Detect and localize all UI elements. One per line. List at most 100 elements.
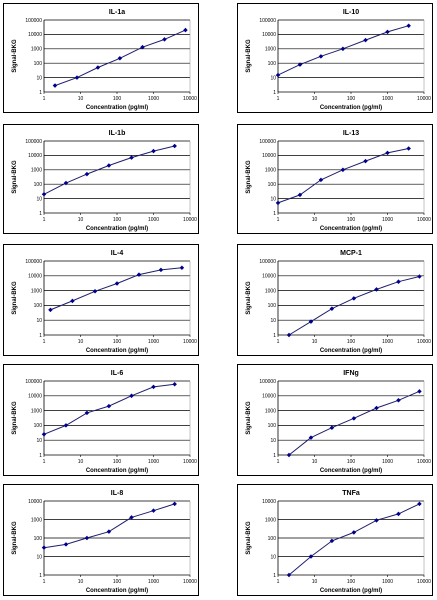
y-tick-label: 1000: [31, 168, 42, 174]
x-tick-label: 1000: [382, 459, 393, 465]
data-point: [63, 180, 69, 186]
x-axis-label: Concentration (pg/ml): [86, 588, 148, 594]
y-tick-label: 1000: [31, 288, 42, 294]
data-point: [162, 37, 167, 42]
y-tick-label: 1: [273, 453, 276, 459]
data-point: [92, 289, 98, 294]
x-tick-label: 10: [78, 217, 84, 223]
chart-panel-il-10: IL-10 1 10 100 1000 10000 100000 1 10 100 1000 1000…: [237, 3, 433, 113]
x-tick-label: 1000: [148, 217, 159, 223]
x-tick-label: 10000: [183, 96, 197, 102]
x-tick-label: 100: [113, 579, 122, 585]
chart-panel-il-13: IL-13 1 10 100 1000 10000 100000 1 10 100 1000 1000…: [237, 124, 433, 234]
data-point: [74, 75, 80, 80]
data-point: [308, 435, 314, 440]
chart-svg-il-6: IL-6 1 10 100 1000 10000 100000 1 10 100 1000 10000…: [12, 370, 197, 474]
chart-panel-il-4: IL-4 1 10 100 1000 10000 100000 1 10 100 1000 10000…: [3, 244, 199, 356]
data-point: [417, 501, 422, 507]
chart-svg-il-1b: IL-1b 1 10 100 1000 10000 100000 1 10 100 1000 1000…: [12, 130, 197, 232]
x-tick-label: 1: [43, 339, 46, 345]
data-point: [106, 163, 112, 168]
chart-panel-il-6: IL-6 1 10 100 1000 10000 100000 1 10 100 1000 10000…: [3, 364, 199, 476]
x-tick-label: 100: [347, 217, 356, 223]
y-tick-label: 100: [34, 303, 43, 309]
data-point: [151, 148, 156, 154]
x-tick-label: 100: [347, 339, 356, 345]
x-tick-label: 1: [277, 459, 280, 465]
y-tick-label: 10000: [262, 499, 276, 505]
data-point: [172, 143, 177, 149]
data-point: [340, 46, 346, 52]
x-tick-label: 10: [312, 96, 318, 102]
data-point: [363, 37, 368, 43]
chart-title: IL-1b: [109, 130, 126, 137]
y-tick-label: 10: [270, 196, 276, 202]
chart-svg-il-4: IL-4 1 10 100 1000 10000 100000 1 10 100 1000 10000…: [12, 250, 197, 354]
y-tick-label: 100: [268, 182, 277, 188]
x-axis-label: Concentration (pg/ml): [86, 226, 148, 232]
x-tick-label: 10: [312, 339, 318, 345]
x-tick-label: 100: [113, 217, 122, 223]
y-axis-label: Signal-BKG: [246, 521, 252, 555]
chart-title: TNFa: [342, 490, 360, 497]
x-tick-label: 10: [78, 579, 84, 585]
data-point: [48, 307, 53, 313]
data-point: [151, 384, 156, 390]
chart-svg-mcp-1: MCP-1 1 10 100 1000 10000 100000 1 10 100 1000 1000…: [246, 250, 431, 354]
data-point: [172, 501, 177, 507]
y-tick-label: 10: [270, 438, 276, 444]
chart-panel-ifng: IFNg 1 10 100 1000 10000 100000 1 10 100 1000 10000…: [237, 364, 433, 476]
y-tick-label: 10000: [262, 274, 276, 280]
y-tick-label: 10: [36, 75, 42, 81]
y-axis-label: Signal-BKG: [246, 160, 252, 194]
x-tick-label: 10000: [417, 459, 431, 465]
y-tick-label: 10: [270, 75, 276, 81]
chart-svg-il-8: IL-8 1 10 100 1000 10000 1 10 100 1000 10000 Concen…: [12, 490, 197, 594]
x-tick-label: 1000: [148, 339, 159, 345]
data-point: [41, 192, 47, 197]
y-tick-label: 1000: [31, 408, 42, 414]
x-axis-label: Concentration (pg/ml): [86, 348, 148, 354]
chart-title: IL-10: [343, 9, 359, 16]
y-tick-label: 1: [39, 90, 42, 96]
x-tick-label: 100: [347, 579, 356, 585]
data-point: [52, 83, 58, 88]
data-point: [84, 535, 90, 541]
y-tick-label: 1: [273, 573, 276, 579]
data-point: [172, 382, 177, 387]
y-tick-label: 100: [268, 536, 277, 542]
y-axis-label: Signal-BKG: [246, 39, 252, 73]
data-point: [41, 432, 47, 437]
y-tick-label: 10: [36, 438, 42, 444]
chart-title: IL-1a: [109, 9, 125, 16]
chart-title: IL-8: [111, 490, 124, 497]
y-tick-label: 100: [268, 303, 277, 309]
data-point: [318, 54, 324, 59]
x-tick-label: 1000: [382, 339, 393, 345]
data-point: [286, 332, 292, 338]
data-point: [95, 65, 101, 70]
x-tick-label: 10000: [417, 96, 431, 102]
data-point: [396, 511, 401, 517]
y-tick-label: 100: [34, 182, 43, 188]
x-tick-label: 1: [277, 579, 280, 585]
data-point: [374, 287, 379, 292]
y-tick-label: 10: [270, 554, 276, 560]
x-tick-label: 10000: [417, 579, 431, 585]
y-tick-label: 1000: [265, 517, 276, 523]
chart-panel-tnfa: TNFa 1 10 100 1000 10000 1 10 100 1000 10000 Concen…: [237, 484, 433, 596]
y-tick-label: 10000: [28, 394, 42, 400]
x-axis-label: Concentration (pg/ml): [86, 105, 148, 111]
x-axis-label: Concentration (pg/ml): [320, 468, 382, 474]
x-axis-label: Concentration (pg/ml): [320, 348, 382, 354]
x-tick-label: 10: [78, 339, 84, 345]
x-tick-label: 1000: [148, 459, 159, 465]
x-tick-label: 1000: [148, 96, 159, 102]
x-tick-label: 1000: [382, 579, 393, 585]
data-point: [363, 158, 368, 164]
data-point: [275, 200, 281, 206]
y-tick-label: 100: [268, 423, 277, 429]
chart-panel-il-1a: IL-1a 1 10 100 1000 10000 100000 1 10 100 1000 1000…: [3, 3, 199, 113]
y-tick-label: 10000: [28, 32, 42, 38]
x-tick-label: 1000: [148, 579, 159, 585]
